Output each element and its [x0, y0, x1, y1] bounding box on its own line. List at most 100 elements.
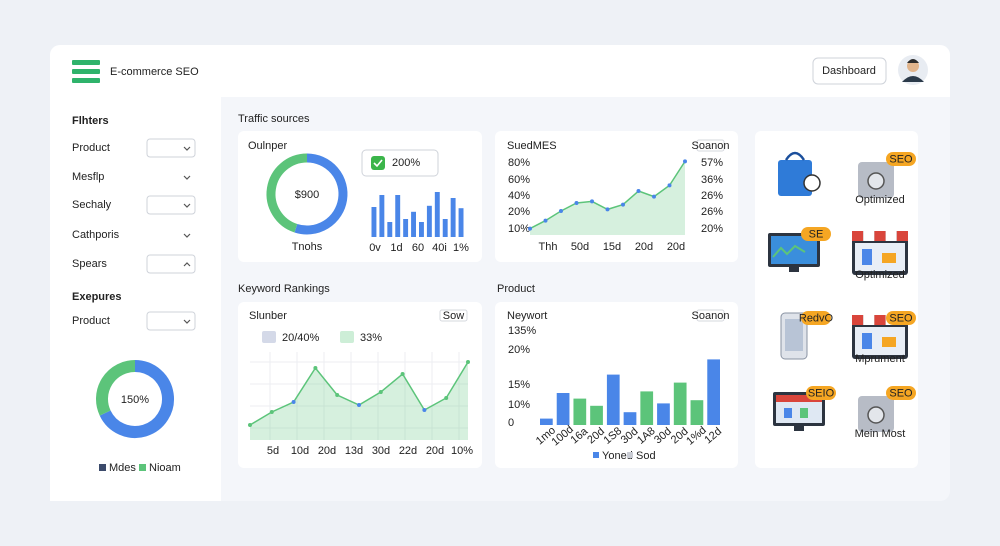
x-label: 50d [571, 241, 589, 253]
point [291, 400, 296, 404]
select-box[interactable] [146, 138, 196, 158]
x-label: 1% [453, 242, 469, 254]
check-icon [371, 156, 385, 170]
card-label: Oulnper [248, 140, 287, 152]
bar [411, 211, 416, 237]
icon [772, 244, 806, 258]
donut-segment [99, 360, 174, 438]
seo-badge [886, 311, 916, 325]
x-label: 10% [451, 445, 473, 457]
legend-label: Sod [636, 450, 656, 462]
donut-segment [294, 153, 348, 235]
icon [852, 231, 864, 241]
icon [882, 337, 896, 347]
point [605, 207, 610, 212]
x-label: 40i [432, 242, 447, 254]
y-label: 40% [508, 190, 530, 202]
badge-label: RedvO [799, 312, 834, 324]
x-label: 10d [291, 445, 309, 457]
chevron [183, 233, 191, 238]
x-label: 60 [412, 242, 424, 254]
legend-swatch [139, 464, 146, 471]
point [636, 189, 641, 193]
donut-label: 150% [121, 394, 149, 406]
point [667, 183, 672, 188]
legend-label: 20/40% [282, 332, 320, 344]
donut-caption: Tnohs [292, 241, 323, 253]
bar [426, 205, 432, 237]
badge-label: SEO [889, 153, 913, 165]
icon-caption: Mein Most [855, 428, 906, 440]
bar [371, 207, 377, 237]
x-label: 20d [667, 241, 685, 253]
bar [387, 222, 393, 237]
section-title: Traffic sources [238, 113, 310, 125]
point [652, 194, 656, 199]
avatar[interactable] [898, 55, 928, 85]
bar [442, 219, 448, 237]
point [378, 390, 383, 394]
badge-label: SEO [889, 387, 913, 399]
y-label: 20% [508, 206, 530, 218]
seo-badge [886, 386, 916, 400]
button-label: Dashboard [822, 65, 876, 77]
icon [776, 395, 822, 402]
icon [867, 172, 885, 190]
card-label: Slunber [249, 310, 287, 322]
icon-caption: Optimized [855, 194, 905, 206]
check [373, 159, 383, 168]
icon [882, 253, 896, 263]
bar [419, 222, 424, 237]
filter-label: Sechaly [72, 199, 112, 211]
header-bar [50, 45, 950, 97]
section-title: Flhters [72, 115, 109, 127]
select-box[interactable] [146, 311, 196, 331]
bar [434, 192, 440, 237]
seo-badge [801, 227, 831, 241]
area [250, 362, 468, 440]
legend-swatch [340, 331, 354, 343]
tag[interactable] [696, 309, 725, 322]
badge-label: SEO [889, 312, 913, 324]
icon [885, 231, 897, 241]
y-label: 20% [508, 344, 530, 356]
donut-segment [96, 360, 136, 416]
x-label: 1d [390, 242, 402, 254]
point [357, 403, 361, 407]
x-label: 15d [603, 241, 621, 253]
x-label: Thh [539, 241, 558, 253]
y-label: 26% [701, 206, 723, 218]
dashboard-button[interactable] [812, 57, 887, 85]
icon [867, 406, 885, 424]
badge-value: 200% [392, 157, 420, 169]
y-label: 135% [508, 325, 536, 337]
bar [540, 418, 553, 425]
point [543, 218, 548, 223]
y-label: 60% [508, 174, 530, 186]
bar [606, 374, 620, 425]
filter-label: Mesflp [72, 171, 104, 183]
legend-swatch [627, 452, 633, 458]
legend-label: Nioam [149, 462, 181, 474]
tag[interactable] [439, 309, 468, 322]
bar [590, 405, 603, 425]
y-label: 57% [701, 157, 723, 169]
area [530, 161, 685, 235]
point [269, 410, 274, 414]
select-box[interactable] [146, 195, 196, 215]
icon [852, 315, 864, 325]
icon [778, 160, 812, 196]
y-label: 10% [508, 223, 530, 235]
y-label: 0 [508, 417, 514, 429]
tag-label: Sow [443, 310, 464, 322]
x-label: 20d [426, 445, 444, 457]
y-label: 80% [508, 157, 530, 169]
legend-label: 33% [360, 332, 382, 344]
legend-swatch [99, 464, 106, 471]
select-box[interactable] [146, 254, 196, 274]
point [466, 360, 470, 364]
point [559, 209, 563, 213]
tag[interactable] [696, 139, 725, 152]
icon [785, 319, 803, 351]
